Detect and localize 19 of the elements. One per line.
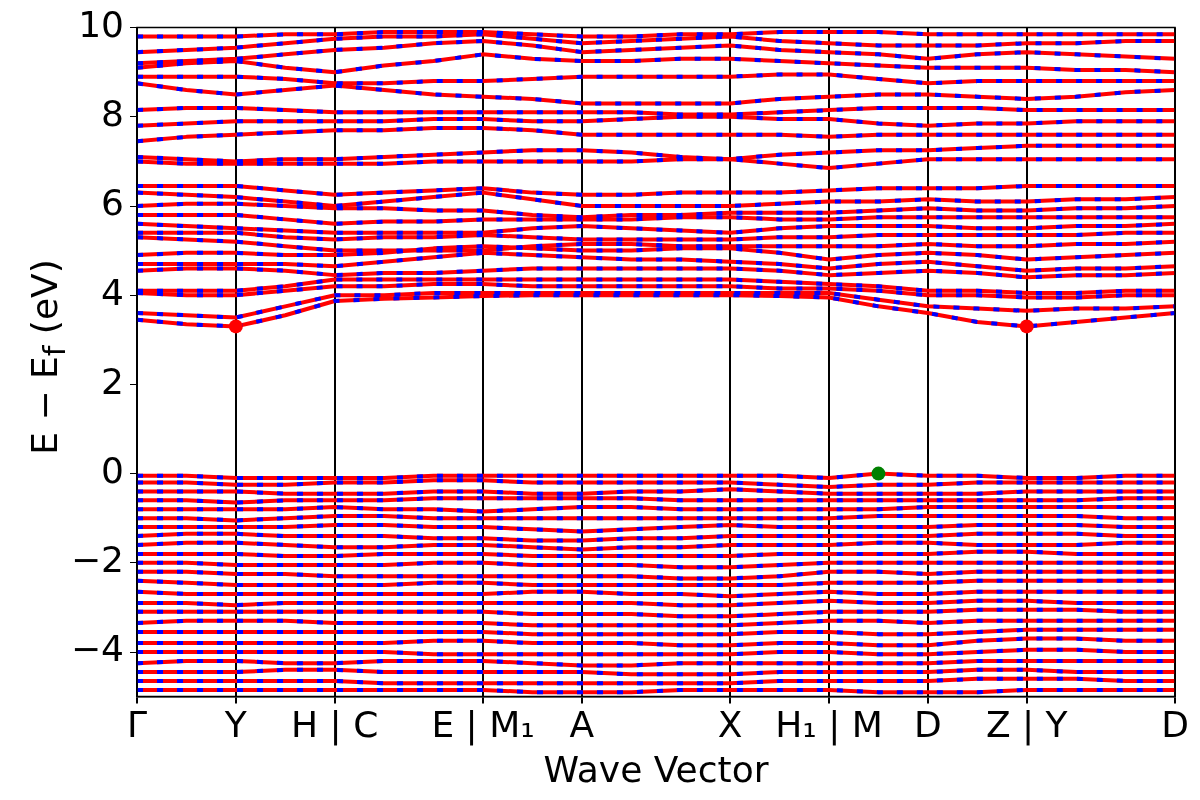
y-tick-label: −2 — [70, 539, 124, 581]
x-tick-label: H | C — [291, 703, 379, 746]
y-tick-label: −4 — [70, 628, 124, 670]
x-tick-label: Y — [223, 703, 248, 745]
x-tick-label: E | M₁ — [431, 703, 535, 746]
x-tick-label: D — [1161, 703, 1189, 745]
x-tick-label: D — [913, 703, 942, 745]
y-tick-label: 4 — [101, 271, 124, 313]
y-tick-label: 8 — [101, 93, 124, 135]
y-tick-label: 2 — [101, 360, 124, 402]
x-axis-title: Wave Vector — [543, 748, 769, 790]
y-tick-label: 0 — [101, 449, 124, 491]
y-tick-label: 6 — [101, 182, 124, 224]
x-tick-label: Z | Y — [985, 703, 1069, 746]
x-tick-label: X — [717, 703, 743, 745]
y-tick-label: 10 — [78, 3, 124, 45]
x-tick-label: H₁ | M — [775, 703, 883, 746]
x-tick-label: A — [569, 703, 595, 745]
x-tick-label: Γ — [126, 703, 148, 745]
